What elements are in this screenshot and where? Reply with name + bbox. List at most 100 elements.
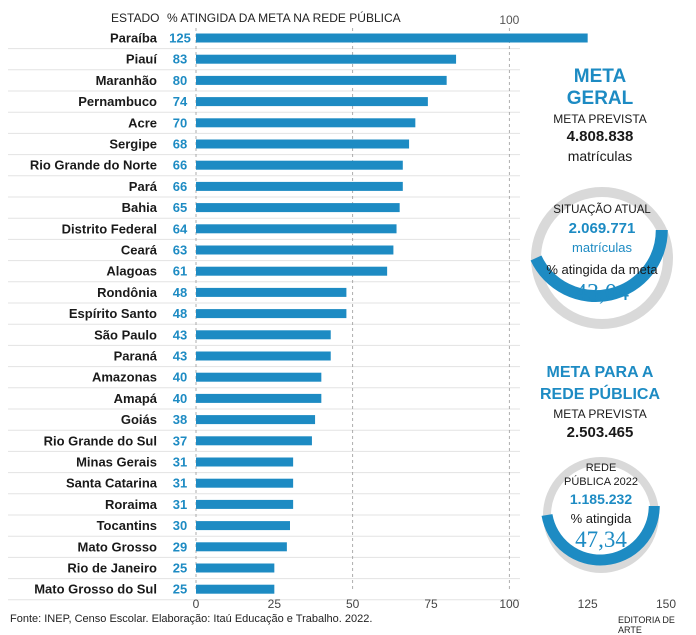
category-label: Distrito Federal xyxy=(62,221,157,236)
value-label: 37 xyxy=(173,433,187,448)
situacao-atual-value: 2.069.771 xyxy=(568,220,636,237)
meta-publica-prevista-value: 2.503.465 xyxy=(566,424,634,441)
bar xyxy=(196,436,312,446)
bar xyxy=(196,203,400,213)
bar xyxy=(196,478,294,488)
category-label: Acre xyxy=(128,115,157,130)
bar xyxy=(196,75,447,85)
category-label: Goiás xyxy=(121,412,157,427)
meta-publica-prevista-label: META PREVISTA xyxy=(553,407,647,421)
meta-geral-pct-label: % atingida da meta xyxy=(546,262,658,277)
value-label: 43 xyxy=(173,327,187,342)
bar xyxy=(196,330,331,340)
x-tick-label: 50 xyxy=(346,597,360,611)
bar xyxy=(196,499,294,509)
bar xyxy=(196,351,331,361)
bar xyxy=(196,160,403,170)
category-label: Bahia xyxy=(122,200,158,215)
value-label: 31 xyxy=(173,455,187,470)
value-label: 70 xyxy=(173,115,187,130)
value-label: 40 xyxy=(173,370,187,385)
value-label: 64 xyxy=(173,221,188,236)
situacao-atual-unit: matrículas xyxy=(572,240,632,255)
meta-geral-prevista-unit: matrículas xyxy=(567,148,633,164)
category-label: São Paulo xyxy=(94,327,157,342)
x-tick-label: 100 xyxy=(499,597,519,611)
value-label: 66 xyxy=(173,179,187,194)
meta-geral-title: META GERAL xyxy=(540,66,660,110)
meta-geral-prevista-value: 4.808.838 xyxy=(566,128,634,145)
value-label: 125 xyxy=(169,31,191,46)
category-label: Pernambuco xyxy=(78,94,157,109)
bar xyxy=(196,542,287,552)
x-tick-label: 150 xyxy=(656,597,676,611)
value-label: 48 xyxy=(173,306,187,321)
value-label: 31 xyxy=(173,476,187,491)
category-label: Amapá xyxy=(114,391,158,406)
category-label: Espírito Santo xyxy=(69,306,157,321)
bar xyxy=(196,245,394,255)
bar xyxy=(196,563,275,573)
value-label: 66 xyxy=(173,158,187,173)
category-label: Ceará xyxy=(121,243,158,258)
category-label: Minas Gerais xyxy=(76,455,157,470)
bar xyxy=(196,584,275,594)
bar xyxy=(196,372,322,382)
meta-geral-title-line2: GERAL xyxy=(566,88,634,109)
x-tick-label: 25 xyxy=(268,597,282,611)
meta-geral-gauge xyxy=(530,187,673,329)
category-label: Maranhão xyxy=(96,73,157,88)
meta-geral-gauge-fill xyxy=(530,229,668,303)
value-label: 30 xyxy=(173,518,187,533)
meta-publica-title-line1: META PARA A xyxy=(546,364,654,381)
meta-publica-title: META PARA A REDE PÚBLICA xyxy=(530,362,670,406)
category-label: Santa Catarina xyxy=(66,476,158,491)
value-label: 40 xyxy=(173,391,187,406)
category-label: Mato Grosso xyxy=(78,539,158,554)
category-label: Piauí xyxy=(126,52,157,67)
category-label: Pará xyxy=(129,179,158,194)
x-tick-label: 75 xyxy=(424,597,438,611)
bar xyxy=(196,309,347,319)
meta-geral-title-line1: META xyxy=(573,66,627,87)
category-label: Alagoas xyxy=(106,264,157,279)
category-label: Paraíba xyxy=(110,31,158,46)
meta-publica-gauge xyxy=(541,457,660,573)
x-tick-label: 125 xyxy=(578,597,598,611)
bar xyxy=(196,521,290,531)
bar xyxy=(196,224,397,234)
value-label: 31 xyxy=(173,497,187,512)
bar xyxy=(196,97,428,107)
bar xyxy=(196,33,588,43)
category-label: Rio Grande do Norte xyxy=(30,158,157,173)
source-note: Fonte: INEP, Censo Escolar. Elaboração: … xyxy=(10,613,373,625)
column-header-estado: ESTADO xyxy=(111,11,160,25)
reference-label: 100 xyxy=(499,13,519,27)
situacao-atual-label: SITUAÇÃO ATUAL xyxy=(553,204,651,216)
value-label: 80 xyxy=(173,73,187,88)
bar xyxy=(196,457,294,467)
value-label: 25 xyxy=(173,561,187,576)
meta-publica-pct-value: 47,34 xyxy=(575,527,627,552)
value-label: 61 xyxy=(173,264,187,279)
value-label: 48 xyxy=(173,285,187,300)
rede-publica-label-line2: PÚBLICA 2022 xyxy=(564,476,638,488)
value-label: 29 xyxy=(173,539,187,554)
column-header-value: % ATINGIDA DA META NA REDE PÚBLICA xyxy=(167,11,401,25)
value-label: 68 xyxy=(173,137,187,152)
rede-publica-value: 1.185.232 xyxy=(569,491,633,507)
meta-geral-pct-value: 43,04 xyxy=(575,280,629,306)
meta-publica-gauge-fill xyxy=(541,505,660,566)
credit: EDITORIA DE ARTE xyxy=(618,615,675,635)
category-label: Tocantins xyxy=(97,518,157,533)
category-label: Rondônia xyxy=(97,285,158,300)
category-label: Mato Grosso do Sul xyxy=(34,582,157,597)
category-label: Rio de Janeiro xyxy=(67,561,157,576)
category-label: Rio Grande do Sul xyxy=(44,433,157,448)
value-label: 63 xyxy=(173,243,187,258)
value-label: 25 xyxy=(173,582,187,597)
category-label: Paraná xyxy=(114,349,158,364)
value-label: 43 xyxy=(173,349,187,364)
value-label: 38 xyxy=(173,412,187,427)
